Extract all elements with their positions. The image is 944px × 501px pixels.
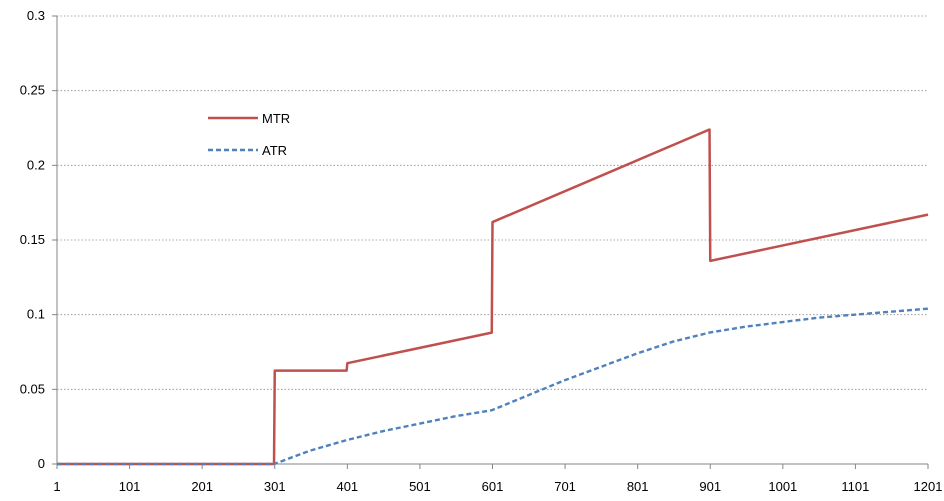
x-tick-label: 801 xyxy=(627,479,649,494)
y-axis-tick-labels: 0 0.05 0.1 0.15 0.2 0.25 0.3 xyxy=(20,8,45,471)
legend-label-mtr: MTR xyxy=(262,111,290,126)
y-tick-label: 0.15 xyxy=(20,232,45,247)
x-tick-label: 301 xyxy=(264,479,286,494)
x-tick-label: 101 xyxy=(119,479,141,494)
x-tick-label: 901 xyxy=(699,479,721,494)
x-tick-label: 501 xyxy=(409,479,431,494)
y-tick-label: 0.2 xyxy=(27,157,45,172)
series-line-mtr xyxy=(57,128,929,466)
x-tick-label: 1 xyxy=(53,479,60,494)
legend: MTR ATR xyxy=(208,111,290,158)
legend-label-atr: ATR xyxy=(262,143,287,158)
y-tick-label: 0.3 xyxy=(27,8,45,23)
x-tick-label: 1101 xyxy=(841,479,869,494)
x-tick-label: 201 xyxy=(191,479,213,494)
y-tick-label: 0.25 xyxy=(20,83,45,98)
x-tick-label: 401 xyxy=(336,479,358,494)
series-line-atr xyxy=(57,307,929,466)
x-tick-label: 601 xyxy=(482,479,504,494)
x-axis-tick-labels: 1 101 201 301 401 501 601 701 801 901 1001 1101 1201 xyxy=(53,479,942,494)
series-lines xyxy=(57,128,929,466)
x-tick-label: 1001 xyxy=(768,479,797,494)
x-tick-label: 1201 xyxy=(914,479,943,494)
y-tick-label: 0.1 xyxy=(27,307,45,322)
x-tick-label: 701 xyxy=(554,479,576,494)
y-tick-label: 0 xyxy=(38,456,45,471)
y-tick-label: 0.05 xyxy=(20,381,45,396)
